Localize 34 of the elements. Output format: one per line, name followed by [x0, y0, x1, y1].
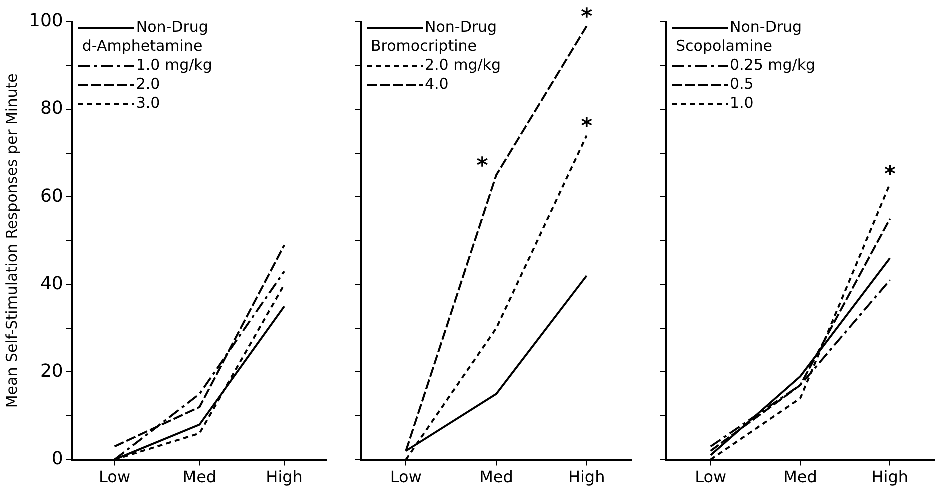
annotation: *	[476, 154, 489, 179]
annotation: *	[581, 5, 594, 30]
x-tick-label: Low	[390, 468, 422, 487]
legend-label: Non-Drug	[425, 18, 498, 37]
x-tick-label: Med	[182, 468, 217, 487]
y-tick-label: 0	[52, 448, 64, 470]
legend-label: 2.0 mg/kg	[425, 56, 502, 75]
legend-label: 1.0	[730, 94, 754, 113]
legend-label: 1.0 mg/kg	[136, 56, 212, 75]
y-tick-label: 20	[40, 360, 64, 382]
y-tick-label: 100	[28, 10, 64, 32]
legend-label: 4.0	[425, 75, 449, 94]
x-tick-label: Med	[480, 468, 514, 487]
y-tick-label: 40	[40, 273, 64, 294]
x-tick-label: High	[872, 468, 909, 487]
legend-label: Non-Drug	[730, 18, 802, 37]
x-tick-label: Low	[99, 468, 131, 487]
legend-label: 0.5	[730, 75, 754, 94]
legend-title: d-Amphetamine	[81, 37, 204, 56]
legend-label: Non-Drug	[136, 18, 208, 37]
annotation: *	[581, 114, 594, 140]
legend-title: Scopolamine	[675, 37, 774, 56]
x-tick-label: High	[568, 468, 606, 487]
annotation: *	[884, 162, 896, 188]
y-axis-title: Mean Self-Stimulation Responses per Minute	[2, 74, 21, 408]
legend-label: 3.0	[136, 94, 160, 113]
legend-label: 2.0	[136, 75, 160, 94]
y-tick-label: 60	[40, 186, 64, 207]
legend-title: Bromocriptine	[370, 37, 478, 56]
x-tick-label: Low	[695, 468, 727, 487]
x-tick-label: Med	[784, 468, 818, 487]
y-tick-label: 80	[40, 98, 64, 120]
legend-label: 0.25 mg/kg	[730, 56, 816, 75]
x-tick-label: High	[266, 468, 303, 487]
